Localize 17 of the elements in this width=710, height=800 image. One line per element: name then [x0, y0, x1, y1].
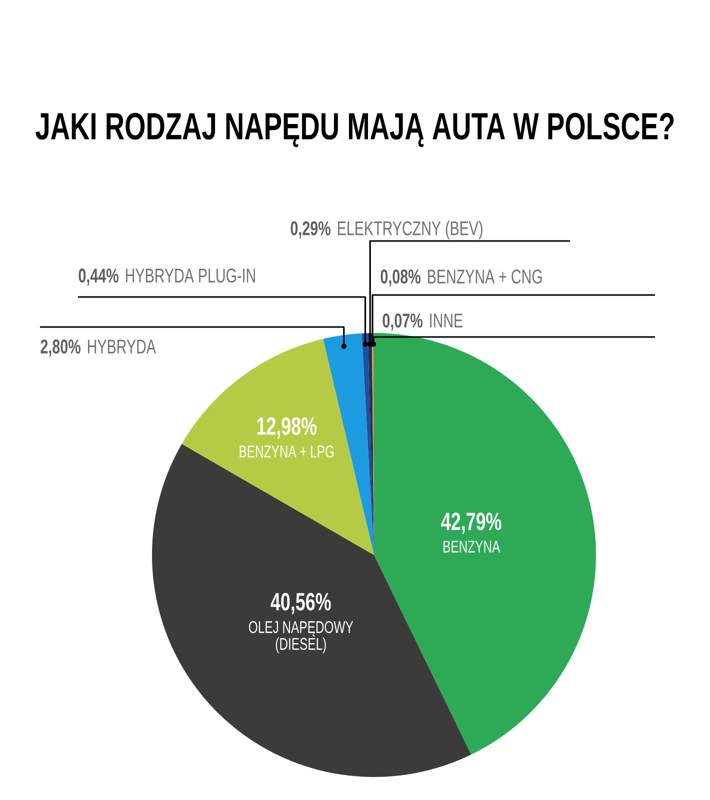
slice-label: HYBRYDA PLUG-IN [126, 268, 255, 283]
data-label: 0,08% [380, 270, 420, 286]
slice-label: OLEJ NAPĘDOWY (DIESEL) [248, 621, 354, 654]
slice-label: BENZYNA [444, 540, 500, 552]
slice-label: HYBRYDA [88, 340, 156, 354]
slice-label: BENZYNA + LPG [240, 445, 334, 458]
data-label: 12,98% [257, 417, 317, 439]
slice-label: ELEKTRYCZNY (BEV) [338, 220, 482, 240]
data-label: 0,07% [382, 314, 422, 330]
slice-label: INNE [430, 314, 463, 328]
data-label: 0,29% [290, 221, 330, 238]
data-label: 0,44% [78, 268, 118, 286]
slice-label: BENZYNA + CNG [428, 270, 542, 284]
chart-title: JAKI RODZAJ NAPĘDU MAJĄ AUTA W POLSCE? [36, 112, 674, 148]
data-label: 40,56% [270, 592, 331, 614]
data-label: 42,79% [441, 512, 502, 534]
data-label: 2,80% [40, 340, 80, 356]
